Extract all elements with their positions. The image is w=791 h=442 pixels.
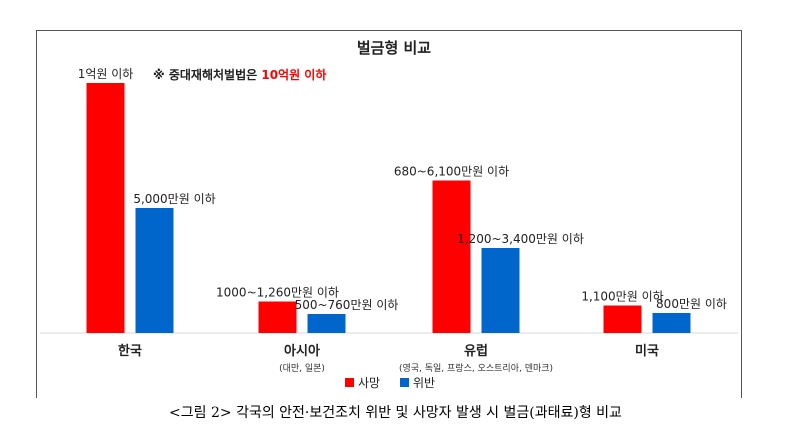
bar-label-위반-미국: 800만원 이하 bbox=[656, 297, 727, 311]
bar-사망-유럽 bbox=[432, 180, 471, 333]
bar-label-위반-유럽: 1,200~3,400만원 이하 bbox=[457, 232, 584, 246]
figure-caption: <그림 2> 각국의 안전·보건조치 위반 및 사망자 발생 시 벌금(과태료)… bbox=[169, 405, 622, 421]
bar-label-사망-아시아: 1000~1,260만원 이하 bbox=[216, 286, 339, 300]
bar-위반-한국 bbox=[135, 208, 174, 333]
annotation-note: ※ 중대재해처벌법은 10억원 이하 bbox=[153, 67, 326, 82]
bar-label-사망-한국: 1억원 이하 bbox=[78, 67, 134, 81]
bar-사망-미국 bbox=[603, 305, 642, 333]
bar-위반-미국 bbox=[652, 313, 691, 333]
category-label-미국: 미국 bbox=[635, 343, 659, 359]
legend: 사망 위반 bbox=[345, 376, 435, 390]
annotation-prefix: ※ 중대재해처벌법은 bbox=[153, 67, 261, 82]
bar-label-사망-유럽: 680~6,100만원 이하 bbox=[394, 165, 509, 179]
legend-swatch-사망 bbox=[345, 378, 354, 387]
annotation-highlight: 10억원 이하 bbox=[261, 67, 326, 82]
chart-title: 벌금형 비교 bbox=[357, 39, 431, 57]
category-sublabel-유럽: (영국, 독일, 프랑스, 오스트리아, 덴마크) bbox=[399, 362, 553, 374]
legend-swatch-위반 bbox=[400, 378, 409, 387]
bar-위반-아시아 bbox=[307, 314, 346, 333]
bar-사망-한국 bbox=[86, 83, 125, 333]
bar-label-위반-아시아: 500~760만원 이하 bbox=[295, 298, 399, 312]
bars-group bbox=[86, 83, 691, 333]
category-sublabel-아시아: (대만, 일본) bbox=[279, 363, 325, 374]
bar-사망-아시아 bbox=[258, 301, 297, 333]
bar-label-사망-미국: 1,100만원 이하 bbox=[581, 290, 663, 304]
bar-label-위반-한국: 5,000만원 이하 bbox=[133, 192, 215, 206]
category-labels-group: 한국 아시아 (대만, 일본) 유럽 (영국, 독일, 프랑스, 오스트리아, 덴마크)… bbox=[118, 343, 659, 374]
category-label-아시아: 아시아 bbox=[284, 343, 320, 359]
bar-위반-유럽 bbox=[481, 248, 520, 333]
category-label-한국: 한국 bbox=[118, 343, 142, 359]
category-label-유럽: 유럽 bbox=[464, 344, 488, 359]
legend-label-위반: 위반 bbox=[413, 376, 435, 390]
bar-labels-group: 1억원 이하 5,000만원 이하 1000~1,260만원 이하500~760만원… bbox=[78, 67, 727, 312]
legend-label-사망: 사망 bbox=[358, 376, 380, 390]
chart-frame bbox=[36, 30, 742, 398]
